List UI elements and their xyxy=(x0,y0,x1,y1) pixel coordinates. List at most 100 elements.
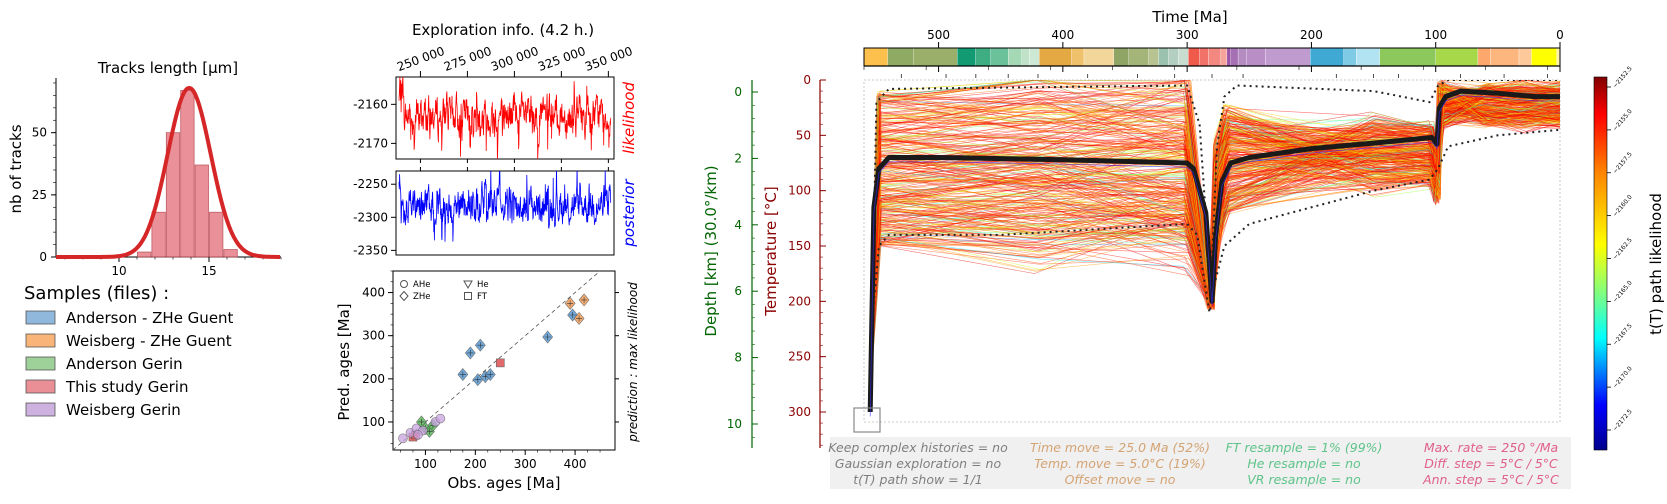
timescale-period xyxy=(1029,47,1040,67)
ages-xlabel: Obs. ages [Ma] xyxy=(447,474,560,492)
legend-label: Anderson Gerin xyxy=(66,355,183,373)
timescale-period xyxy=(1188,47,1200,67)
timescale-period xyxy=(1237,47,1247,67)
legend-swatch xyxy=(25,379,56,394)
settings-line: t(T) path show = 1/1 xyxy=(853,472,983,487)
tT-path xyxy=(868,103,1560,413)
tT-path xyxy=(868,80,1560,413)
temperature-tick-label: 300 xyxy=(788,405,811,419)
tT-best-path xyxy=(867,88,1560,413)
posterior-series-line xyxy=(398,171,612,242)
ages-point-cross xyxy=(487,371,494,378)
time-tick-label: 300 xyxy=(1176,28,1199,42)
likelihood-series-line xyxy=(398,77,612,159)
tT-path xyxy=(868,110,1560,413)
tracks-ytick-label: 0 xyxy=(39,250,47,264)
settings-line: Ann. step = 5°C / 5°C xyxy=(1422,472,1559,487)
ages-ylabel: Pred. ages [Ma] xyxy=(335,303,353,420)
ages-point-cross xyxy=(418,418,425,425)
expl-top-tick-label: 250 000 xyxy=(395,44,446,74)
timescale-period xyxy=(1265,47,1311,67)
tT-path xyxy=(868,94,1560,413)
time-tick-label: 500 xyxy=(927,28,950,42)
timescale-period xyxy=(975,47,991,67)
expl-ytick-label: -2300 xyxy=(353,210,388,224)
timescale-period xyxy=(1379,47,1436,67)
settings-line: Gaussian exploration = no xyxy=(835,456,1002,471)
settings-line: Max. rate = 250 °/Ma xyxy=(1424,440,1558,455)
timescale-period xyxy=(1518,47,1532,67)
colorbar-label: t(T) path likelihood xyxy=(1647,193,1665,335)
temperature-axis-label: Temperature [°C] xyxy=(762,186,780,316)
temperature-tick-label: 0 xyxy=(803,73,811,87)
ages-point-cross xyxy=(467,349,474,356)
tT-path xyxy=(868,88,1560,413)
timescale-period xyxy=(990,47,1009,67)
ages-point xyxy=(435,413,446,424)
timescale-period xyxy=(1039,47,1072,67)
expl-ytick-label: -2350 xyxy=(353,243,388,257)
samples-legend: Samples (files) : Anderson - ZHe Guent We… xyxy=(24,283,234,419)
expl-top-tick-label: 325 000 xyxy=(536,44,587,74)
ages-frame xyxy=(392,270,616,451)
tT-path xyxy=(868,93,1560,413)
timescale-period xyxy=(1220,47,1228,67)
depth-tick-label: 4 xyxy=(734,218,742,232)
ages-xtick-label: 100 xyxy=(414,457,437,471)
tT-path xyxy=(868,86,1560,413)
samples-legend-title: Samples (files) : xyxy=(24,283,169,304)
colorbar-tick-label: −2152.5 xyxy=(1612,65,1634,90)
ages-xtick-label: 400 xyxy=(564,457,587,471)
timescale-period xyxy=(1148,47,1159,67)
timescale-period xyxy=(887,47,914,67)
likelihood-colorbar: −2152.5 −2155.0 −2157.5 −2160.0 −2162.5 −2165… xyxy=(1593,65,1665,451)
legend-he-marker xyxy=(463,280,473,290)
timescale-period xyxy=(1490,47,1520,67)
tT-path xyxy=(868,85,1560,413)
tT-path xyxy=(868,81,1560,413)
settings-line: Offset move = no xyxy=(1065,472,1176,487)
timescale-period xyxy=(957,47,977,67)
tT-path xyxy=(868,115,1560,413)
ages-legend-label: ZHe xyxy=(413,292,430,302)
timescale-period xyxy=(1168,47,1179,67)
colorbar-tick-label: −2170.0 xyxy=(1612,365,1634,390)
ages-point-cross xyxy=(576,315,583,322)
ages-point-cross xyxy=(459,371,466,378)
tT-path xyxy=(868,90,1560,413)
depth-tick-label: 10 xyxy=(727,417,742,431)
tracks-bar xyxy=(223,249,238,258)
timescale-period xyxy=(1158,47,1169,67)
tracks-bar xyxy=(151,211,166,258)
expl-ytick-label: -2250 xyxy=(353,177,388,191)
settings-line: Diff. step = 5°C / 5°C xyxy=(1424,456,1558,471)
colorbar-tick-label: −2172.5 xyxy=(1612,408,1634,433)
tT-start-box xyxy=(853,407,881,433)
settings-line: Temp. move = 5.0°C (19%) xyxy=(1034,456,1206,471)
time-tick-label: 100 xyxy=(1424,28,1447,42)
tracks-bar xyxy=(194,164,209,258)
expl-top-tick-label: 300 000 xyxy=(489,44,540,74)
timescale-period xyxy=(1113,47,1129,67)
tracks-xtick-label: 10 xyxy=(111,264,126,278)
timescale-period xyxy=(1477,47,1491,67)
legend-swatch xyxy=(25,356,56,371)
expl-top-tick-label: 350 000 xyxy=(583,44,634,74)
legend-label: This study Gerin xyxy=(65,378,188,396)
settings-line: VR resample = no xyxy=(1247,472,1361,487)
ages-point-cross xyxy=(581,296,588,303)
colorbar-tick-label: −2157.5 xyxy=(1612,151,1634,176)
timescale-period xyxy=(1208,47,1221,67)
tT-path xyxy=(868,84,1560,413)
timescale-period xyxy=(1178,47,1189,67)
timescale-period xyxy=(1008,47,1022,67)
depth-tick-label: 2 xyxy=(734,151,742,165)
settings-line: Time move = 25.0 Ma (52%) xyxy=(1030,440,1210,455)
tT-path xyxy=(868,89,1560,413)
ages-point xyxy=(398,433,408,444)
tT-path xyxy=(868,81,1560,413)
ages-point-cross xyxy=(474,376,481,383)
